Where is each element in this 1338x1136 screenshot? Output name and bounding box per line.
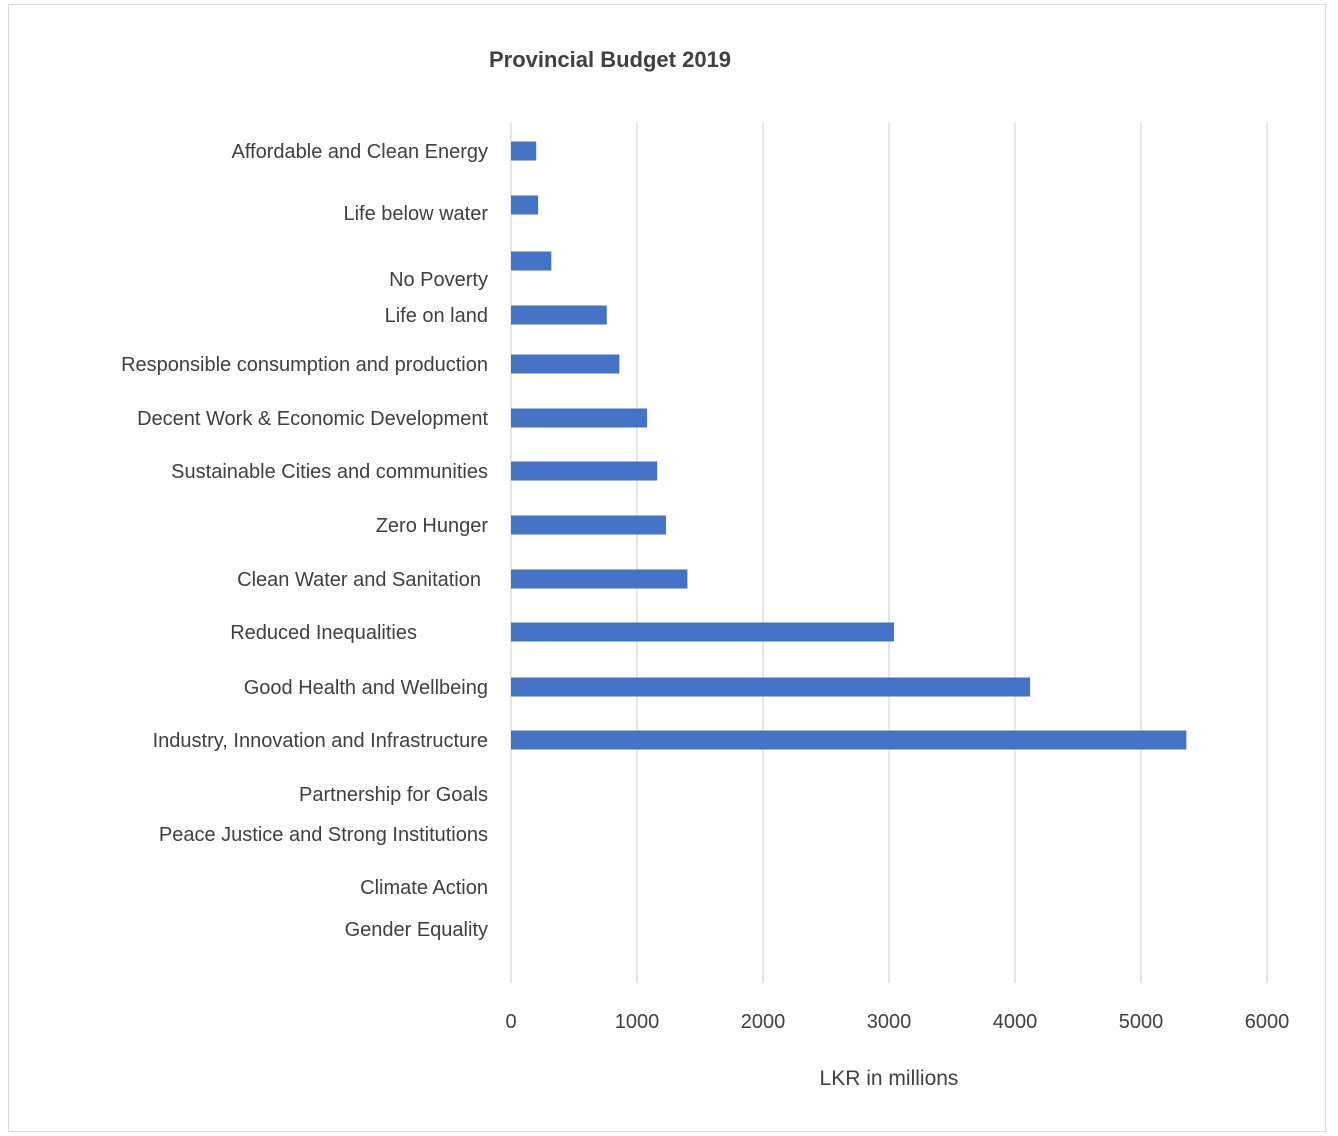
- bar: [511, 305, 607, 325]
- x-axis-title: LKR in millions: [820, 1067, 959, 1090]
- x-tick-label: 6000: [1245, 1011, 1290, 1033]
- category-label: Good Health and Wellbeing: [244, 677, 488, 699]
- bar: [511, 354, 620, 374]
- category-label: Life on land: [385, 305, 488, 327]
- bar: [511, 515, 666, 535]
- category-label: Zero Hunger: [376, 515, 489, 537]
- category-labels: Affordable and Clean Energy Life below wa…: [121, 141, 488, 941]
- category-label: Life below water: [343, 203, 488, 225]
- category-label: Partnership for Goals: [299, 784, 488, 806]
- category-label: Affordable and Clean Energy: [232, 141, 488, 163]
- category-label: No Poverty: [389, 269, 488, 291]
- category-label: Clean Water and Sanitation: [237, 569, 481, 591]
- bar: [511, 677, 1031, 697]
- x-tick-label: 3000: [867, 1011, 912, 1033]
- bar: [511, 195, 539, 215]
- x-tick-label: 4000: [993, 1011, 1038, 1033]
- gridlines: [510, 123, 1268, 983]
- category-label: Gender Equality: [345, 919, 488, 941]
- x-tick-label: 5000: [1119, 1011, 1164, 1033]
- category-label: Responsible consumption and production: [121, 354, 488, 376]
- category-label: Industry, Innovation and Infrastructure: [153, 730, 488, 752]
- bar: [511, 569, 688, 589]
- bar: [511, 141, 537, 161]
- chart-title: Provincial Budget 2019: [489, 47, 731, 72]
- bar: [511, 622, 895, 642]
- category-label: Peace Justice and Strong Institutions: [159, 824, 488, 846]
- x-tick-labels: 0 1000 2000 3000 4000 5000 6000: [505, 1011, 1289, 1033]
- x-tick-label: 1000: [615, 1011, 660, 1033]
- bar: [511, 461, 658, 481]
- category-label: Sustainable Cities and communities: [171, 461, 488, 483]
- bar: [511, 408, 648, 428]
- bar: [511, 251, 552, 271]
- x-tick-label: 0: [505, 1011, 516, 1033]
- x-tick-label: 2000: [741, 1011, 786, 1033]
- bars: [511, 141, 1187, 750]
- bar: [511, 730, 1187, 750]
- category-label: Decent Work & Economic Development: [137, 408, 488, 430]
- bar-chart: Provincial Budget 2019 Affordable and Cl…: [121, 47, 1289, 1090]
- chart-frame: Provincial Budget 2019 Affordable and Cl…: [8, 4, 1326, 1132]
- category-label: Climate Action: [360, 877, 488, 899]
- category-label: Reduced Inequalities: [230, 622, 417, 644]
